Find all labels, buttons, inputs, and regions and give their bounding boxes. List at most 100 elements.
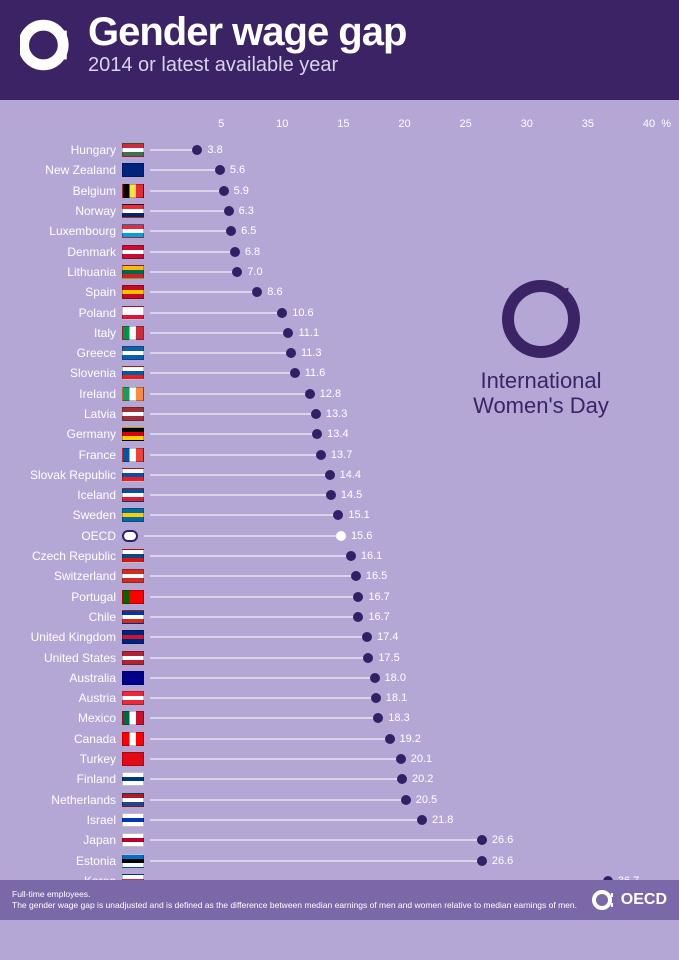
- country-row: Estonia26.6: [0, 850, 649, 870]
- flag-icon: [122, 407, 144, 421]
- lollipop-dot: [232, 267, 242, 277]
- axis-tick: 20: [398, 118, 410, 130]
- lollipop-stem: [150, 637, 367, 638]
- country-label: Sweden: [0, 508, 120, 522]
- value-label: 11.3: [301, 347, 322, 359]
- lollipop-track: 16.1: [150, 546, 649, 566]
- lollipop-dot: [277, 308, 287, 318]
- value-label: 15.6: [351, 530, 372, 542]
- flag-icon: [122, 508, 144, 522]
- country-row: Luxembourg6.5: [0, 221, 649, 241]
- lollipop-track: 20.5: [150, 790, 649, 810]
- country-label: Turkey: [0, 752, 120, 766]
- value-label: 3.8: [207, 144, 222, 156]
- lollipop-stem: [150, 454, 321, 455]
- country-label: Ireland: [0, 387, 120, 401]
- country-row: Denmark6.8: [0, 241, 649, 261]
- value-label: 11.1: [298, 327, 319, 339]
- country-label: Finland: [0, 772, 120, 786]
- lollipop-track: 6.5: [150, 221, 649, 241]
- lollipop-track: 14.5: [150, 485, 649, 505]
- country-label: Italy: [0, 326, 120, 340]
- footer-logo: OECD: [591, 887, 667, 913]
- lollipop-stem: [150, 373, 295, 374]
- value-label: 13.3: [326, 408, 347, 420]
- flag-icon: [122, 671, 144, 685]
- country-label: OECD: [0, 529, 120, 543]
- value-label: 8.6: [267, 286, 282, 298]
- lollipop-dot: [252, 287, 262, 297]
- country-label: Greece: [0, 346, 120, 360]
- flag-icon: [122, 793, 144, 807]
- value-label: 18.1: [386, 692, 407, 704]
- country-label: Germany: [0, 427, 120, 441]
- lollipop-dot: [192, 145, 202, 155]
- country-label: United Kingdom: [0, 630, 120, 644]
- lollipop-dot: [333, 510, 343, 520]
- lollipop-track: 6.8: [150, 242, 649, 262]
- country-label: Iceland: [0, 488, 120, 502]
- value-label: 13.7: [331, 449, 352, 461]
- country-row: Czech Republic16.1: [0, 546, 649, 566]
- flag-icon: [122, 590, 144, 604]
- country-label: Israel: [0, 813, 120, 827]
- lollipop-track: 5.9: [150, 181, 649, 201]
- iwd-line1: International: [451, 368, 631, 393]
- country-row: Hungary3.8: [0, 140, 649, 160]
- country-row: Mexico18.3: [0, 708, 649, 728]
- country-row: Germany 13.4: [0, 424, 649, 444]
- lollipop-stem: [150, 718, 378, 719]
- value-label: 14.4: [340, 469, 361, 481]
- flag-icon: [122, 630, 144, 644]
- lollipop-dot: [312, 429, 322, 439]
- lollipop-stem: [150, 759, 401, 760]
- value-label: 13.4: [327, 428, 348, 440]
- lollipop-stem: [150, 616, 358, 617]
- flag-icon: [122, 366, 144, 380]
- lollipop-stem: [150, 657, 368, 658]
- country-label: Slovenia: [0, 366, 120, 380]
- lollipop-stem: [150, 860, 482, 861]
- value-label: 16.7: [368, 591, 389, 603]
- country-label: Norway: [0, 204, 120, 218]
- flag-icon: [122, 387, 144, 401]
- lollipop-track: 17.5: [150, 648, 649, 668]
- axis-tick: 5: [218, 118, 224, 130]
- lollipop-dot: [417, 815, 427, 825]
- lollipop-dot: [346, 551, 356, 561]
- country-label: Portugal: [0, 590, 120, 604]
- flag-icon: [122, 752, 144, 766]
- lollipop-stem: [150, 698, 376, 699]
- lollipop-track: 21.8: [150, 810, 649, 830]
- chart-area: 510152025303540% Hungary3.8New Zealand5.…: [0, 100, 679, 920]
- lollipop-stem: [150, 799, 406, 800]
- lollipop-dot: [477, 835, 487, 845]
- lollipop-stem: [150, 495, 331, 496]
- country-row: Austria18.1: [0, 688, 649, 708]
- country-row: Japan26.6: [0, 830, 649, 850]
- flag-icon: [122, 651, 144, 665]
- lollipop-dot: [286, 348, 296, 358]
- lollipop-track: 3.8: [150, 140, 649, 160]
- lollipop-track: 15.1: [150, 505, 649, 525]
- country-label: Japan: [0, 833, 120, 847]
- value-label: 20.5: [416, 794, 437, 806]
- flag-icon: [122, 468, 144, 482]
- country-row: United States17.5: [0, 647, 649, 667]
- value-label: 16.7: [368, 611, 389, 623]
- lollipop-dot: [336, 531, 346, 541]
- lollipop-track: 7.0: [150, 262, 649, 282]
- lollipop-track: 18.3: [150, 708, 649, 728]
- lollipop-dot: [224, 206, 234, 216]
- flag-icon: [122, 204, 144, 218]
- lollipop-stem: [144, 535, 341, 536]
- axis-tick: 10: [276, 118, 288, 130]
- axis-unit: %: [661, 118, 671, 130]
- lollipop-stem: [150, 251, 235, 252]
- value-label: 10.6: [292, 307, 313, 319]
- lollipop-stem: [150, 211, 229, 212]
- lollipop-stem: [150, 170, 220, 171]
- lollipop-track: 16.5: [150, 566, 649, 586]
- country-row: France13.7: [0, 444, 649, 464]
- lollipop-dot: [353, 592, 363, 602]
